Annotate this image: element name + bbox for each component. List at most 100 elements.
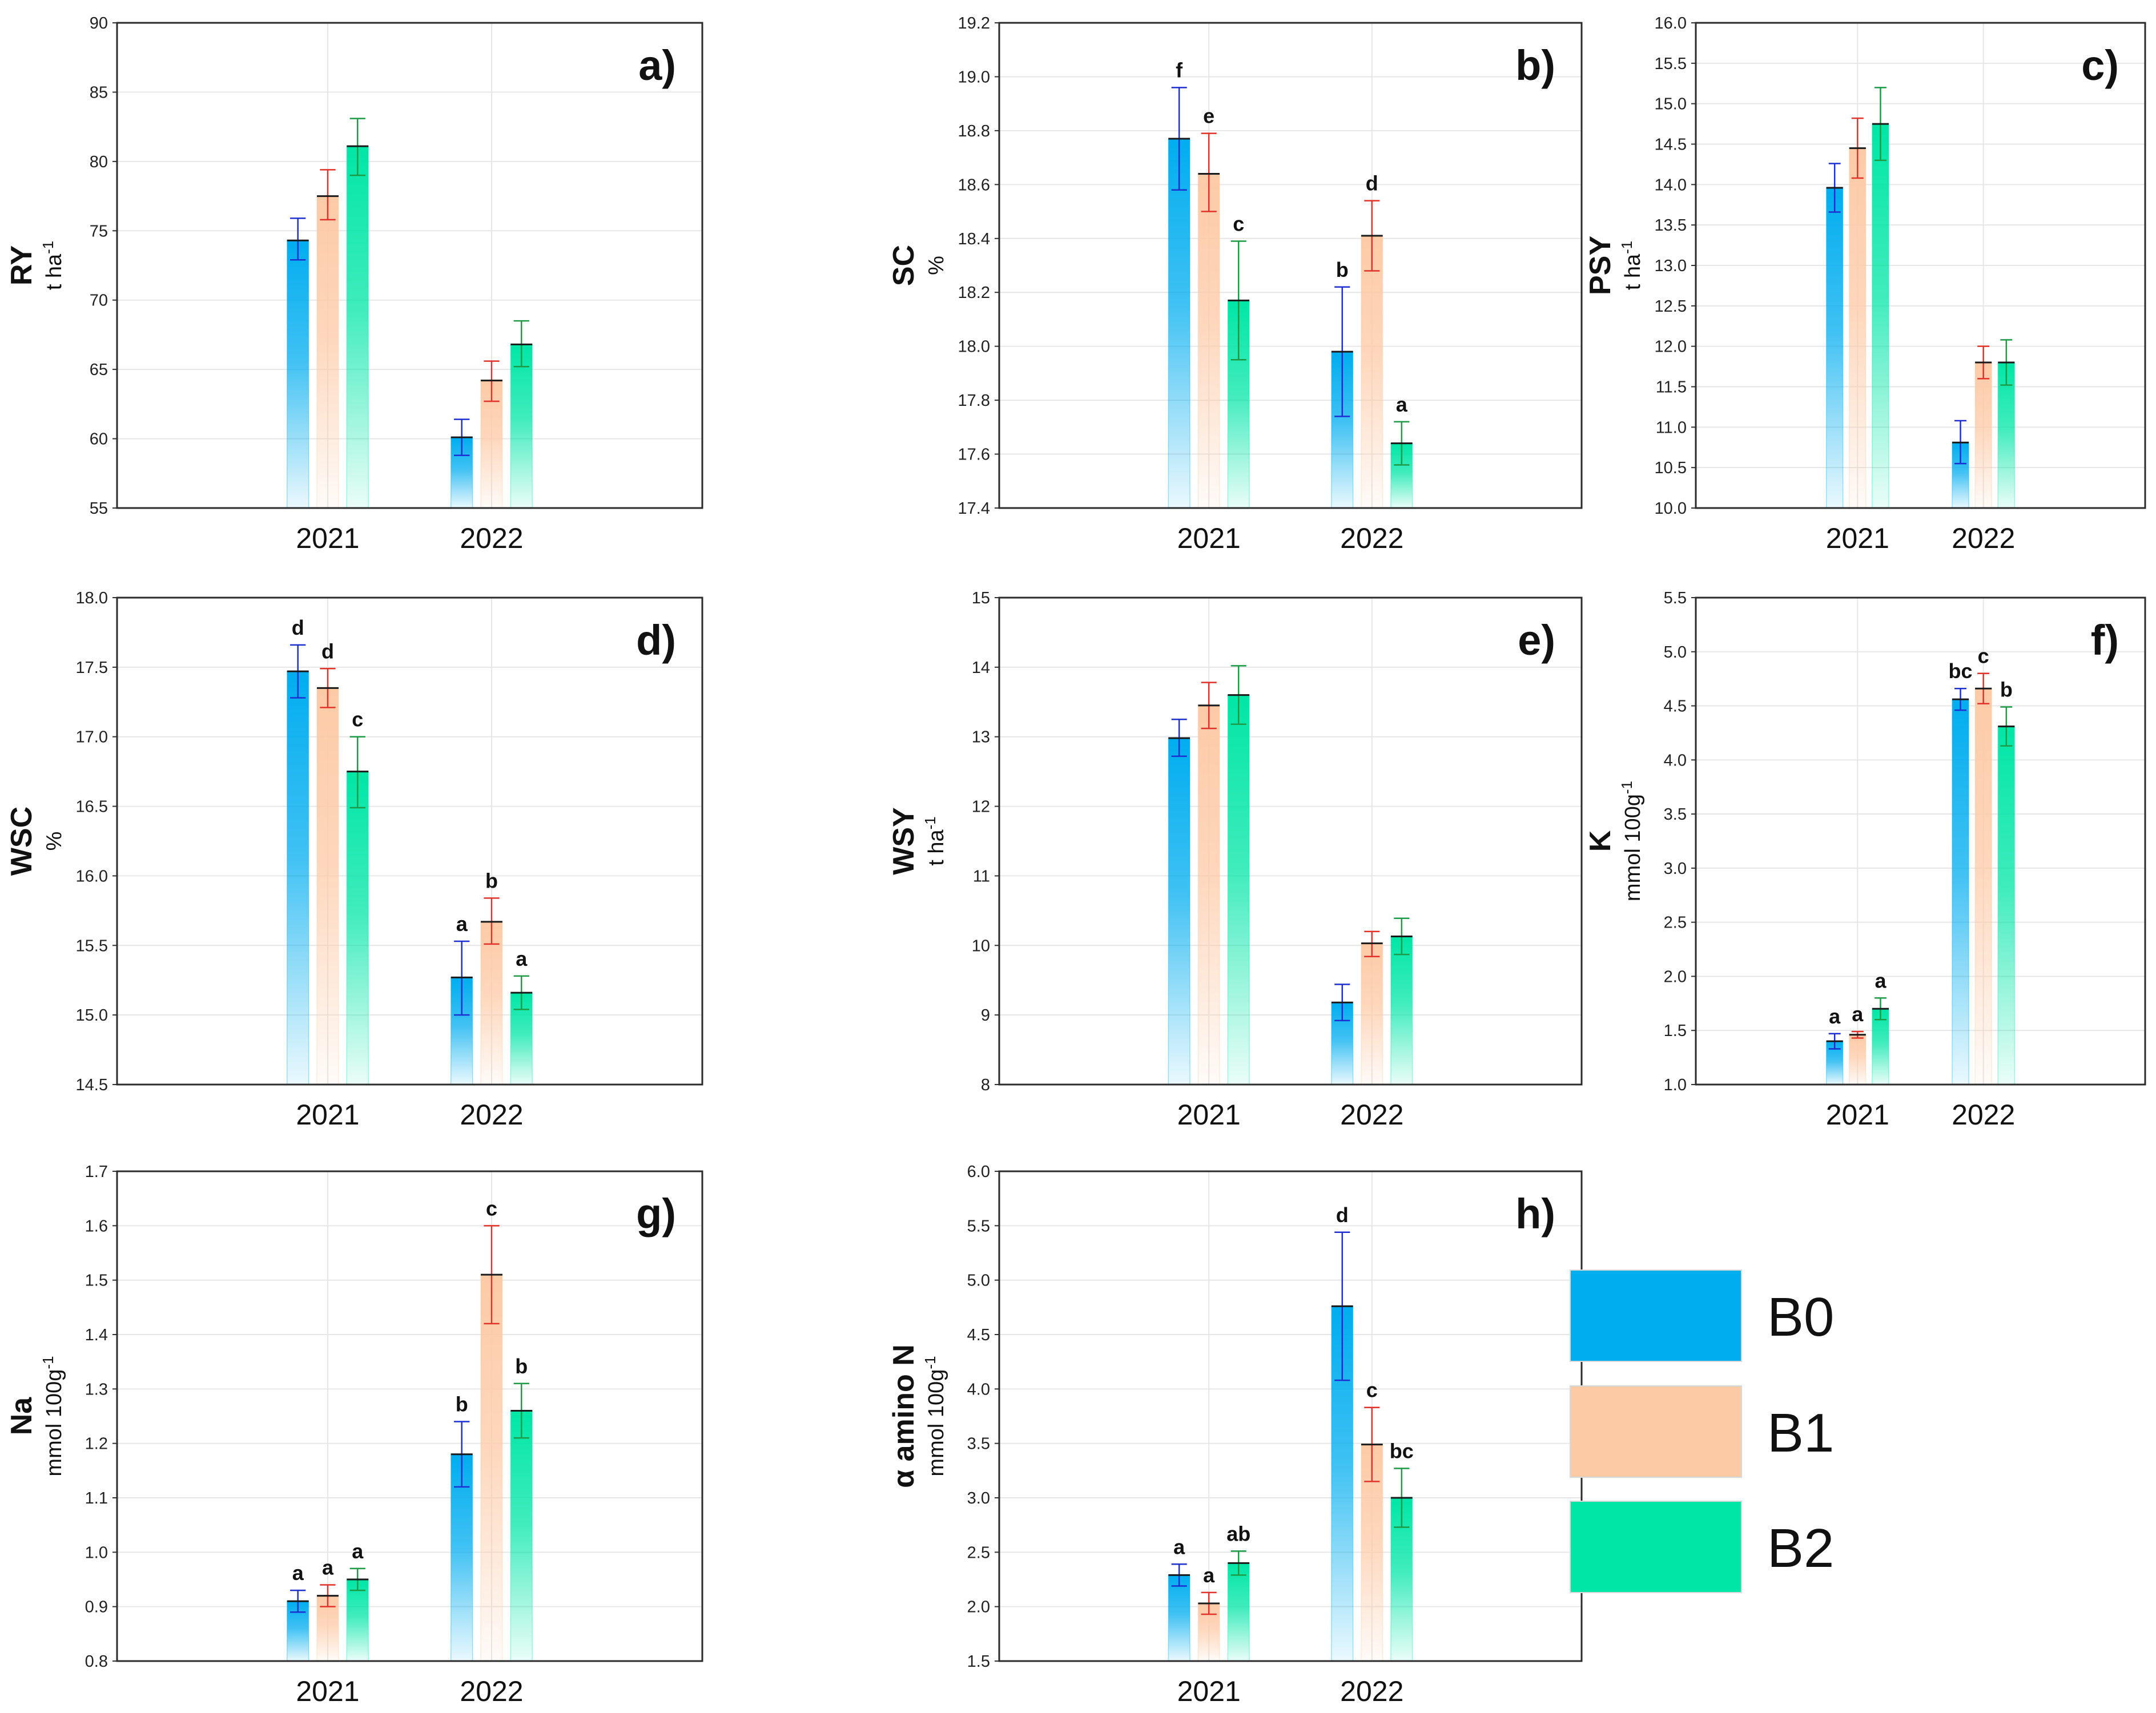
y-tick-label: 18.0 [958, 338, 990, 356]
y-tick-label: 15.5 [1655, 55, 1687, 73]
y-axis-unit-text: t ha [924, 829, 948, 866]
y-tick-label: 70 [90, 292, 108, 310]
y-tick-label: 13.5 [1655, 216, 1687, 235]
significance-label: a [516, 947, 528, 970]
significance-label: a [1203, 1563, 1215, 1587]
bar-b1-2022 [1974, 688, 1992, 1085]
y-tick-label: 10 [972, 937, 990, 955]
significance-label: a [1852, 1002, 1864, 1026]
y-axis-unit-text: % [924, 256, 948, 275]
significance-label: a [1875, 969, 1886, 992]
bar-b2-2021 [346, 1579, 369, 1662]
y-tick-label: 4.0 [967, 1380, 990, 1398]
y-tick-label: 12.0 [1655, 338, 1687, 356]
y-tick-label: 1.3 [85, 1380, 108, 1398]
significance-label: a [1396, 393, 1408, 416]
y-tick-label: 15.0 [76, 1006, 108, 1025]
y-tick-label: 9 [981, 1006, 990, 1025]
significance-label: c [352, 708, 363, 731]
significance-label: a [292, 1561, 304, 1585]
y-tick-label: 6.0 [967, 1163, 990, 1181]
panel-label: c) [2081, 42, 2119, 89]
y-tick-label: 17.6 [958, 446, 990, 464]
significance-label: c [1978, 644, 1989, 668]
y-tick-label: 3.5 [1664, 805, 1687, 824]
y-tick-label: 17.0 [76, 728, 108, 747]
y-tick-label: 2.0 [1664, 968, 1687, 986]
plot-frame [998, 596, 1583, 1086]
significance-label: d [292, 616, 304, 639]
x-tick-label-2021: 2021 [296, 1099, 359, 1131]
bar-b1-2022 [480, 1274, 503, 1662]
y-axis-unit-superscript: -1 [922, 816, 939, 829]
y-axis-unit-text: mmol 100g [1621, 794, 1645, 901]
y-axis-unit: % [924, 256, 948, 275]
panel-label: g) [636, 1190, 676, 1238]
x-tick-label-2022: 2022 [1340, 1675, 1403, 1707]
bar-b1-2021 [1849, 147, 1867, 509]
y-tick-label: 0.9 [85, 1598, 108, 1617]
y-axis-unit-superscript: -1 [1618, 241, 1635, 254]
y-axis-unit: t ha-1 [39, 241, 66, 291]
legend-label-b0: B0 [1767, 1287, 1834, 1348]
significance-label: f [1176, 58, 1183, 82]
panel-label: e) [1518, 616, 1555, 664]
bar-b0-2021 [1168, 737, 1190, 1085]
y-tick-label: 17.5 [76, 659, 108, 677]
x-tick-label-2022: 2022 [1340, 1099, 1403, 1131]
y-axis-unit: mmol 100g-1 [922, 1356, 948, 1476]
y-tick-label: 14.0 [1655, 176, 1687, 194]
bar-b2-2021 [346, 146, 369, 509]
significance-label: a [322, 1556, 334, 1579]
significance-label: b [485, 869, 498, 892]
y-tick-label: 5.0 [1664, 643, 1687, 662]
x-tick-label-2022: 2022 [1340, 522, 1403, 554]
y-tick-label: 2.5 [1664, 914, 1687, 932]
chart-panel-k: 1.01.52.02.53.03.54.04.55.05.5a aa2021bcc… [1584, 589, 2146, 1131]
y-axis-unit: t ha-1 [1618, 241, 1645, 291]
bar-b1-2021 [1197, 173, 1220, 509]
y-tick-label: 5.0 [967, 1272, 990, 1290]
legend-label-b2: B2 [1767, 1518, 1834, 1579]
legend-swatch-b2 [1570, 1501, 1742, 1593]
bar-b2-2021 [346, 771, 369, 1085]
y-axis-unit: t ha-1 [922, 816, 948, 866]
plot-frame [116, 22, 703, 509]
chart-panel-amino-n: 1.52.02.53.03.54.04.55.05.56.0aaab2021dc… [887, 1163, 1583, 1707]
chart-panel-na: 0.80.91.01.11.21.31.41.51.61.7a aa2021bcb… [5, 1163, 703, 1707]
y-tick-label: 65 [90, 361, 108, 379]
bar-b0-2021 [1168, 138, 1190, 509]
y-tick-label: 11 [973, 867, 990, 885]
y-axis-unit: % [42, 832, 66, 851]
y-tick-label: 18.6 [958, 176, 990, 194]
y-tick-label: 1.7 [85, 1163, 108, 1181]
bar-b0-2021 [287, 240, 309, 509]
x-tick-label-2022: 2022 [1952, 1099, 2015, 1131]
y-tick-label: 3.0 [1664, 860, 1687, 878]
y-tick-label: 3.0 [967, 1489, 990, 1508]
y-axis-unit-text: t ha [1621, 253, 1645, 290]
y-axis-title: WSY [887, 807, 920, 874]
y-axis-unit-text: t ha [42, 253, 66, 290]
significance-label: e [1203, 104, 1214, 128]
y-axis-title: PSY [1584, 236, 1617, 295]
bar-b2-2022 [1390, 1497, 1413, 1662]
bar-b1-2022 [1974, 362, 1992, 509]
x-tick-label-2021: 2021 [1177, 1675, 1241, 1707]
plot-frame [116, 596, 703, 1086]
bar-b0-2021 [1825, 187, 1844, 509]
y-tick-label: 80 [90, 153, 108, 171]
x-tick-label-2021: 2021 [1177, 1099, 1241, 1131]
chart-panel-sc: 17.4 17.6 17.8 18.0 18.2 18.4 18.6 18.8 19.0 19.2… [887, 14, 1583, 554]
significance-label: b [2000, 678, 2013, 701]
y-tick-label: 5.5 [967, 1217, 990, 1235]
significance-label: d [1366, 172, 1378, 195]
y-tick-label: 4.0 [1664, 751, 1687, 769]
bar-b2-2022 [510, 1410, 533, 1662]
y-tick-label: 14.5 [76, 1076, 108, 1094]
significance-label: bc [1949, 659, 1973, 683]
bar-b1-2021 [1849, 1034, 1867, 1085]
bar-b2-2021 [1227, 1562, 1250, 1662]
chart-panel-wsy: 8 9 10 11 12 13 14 15 2021 2022 e) WSY t ha-1 [887, 589, 1583, 1131]
